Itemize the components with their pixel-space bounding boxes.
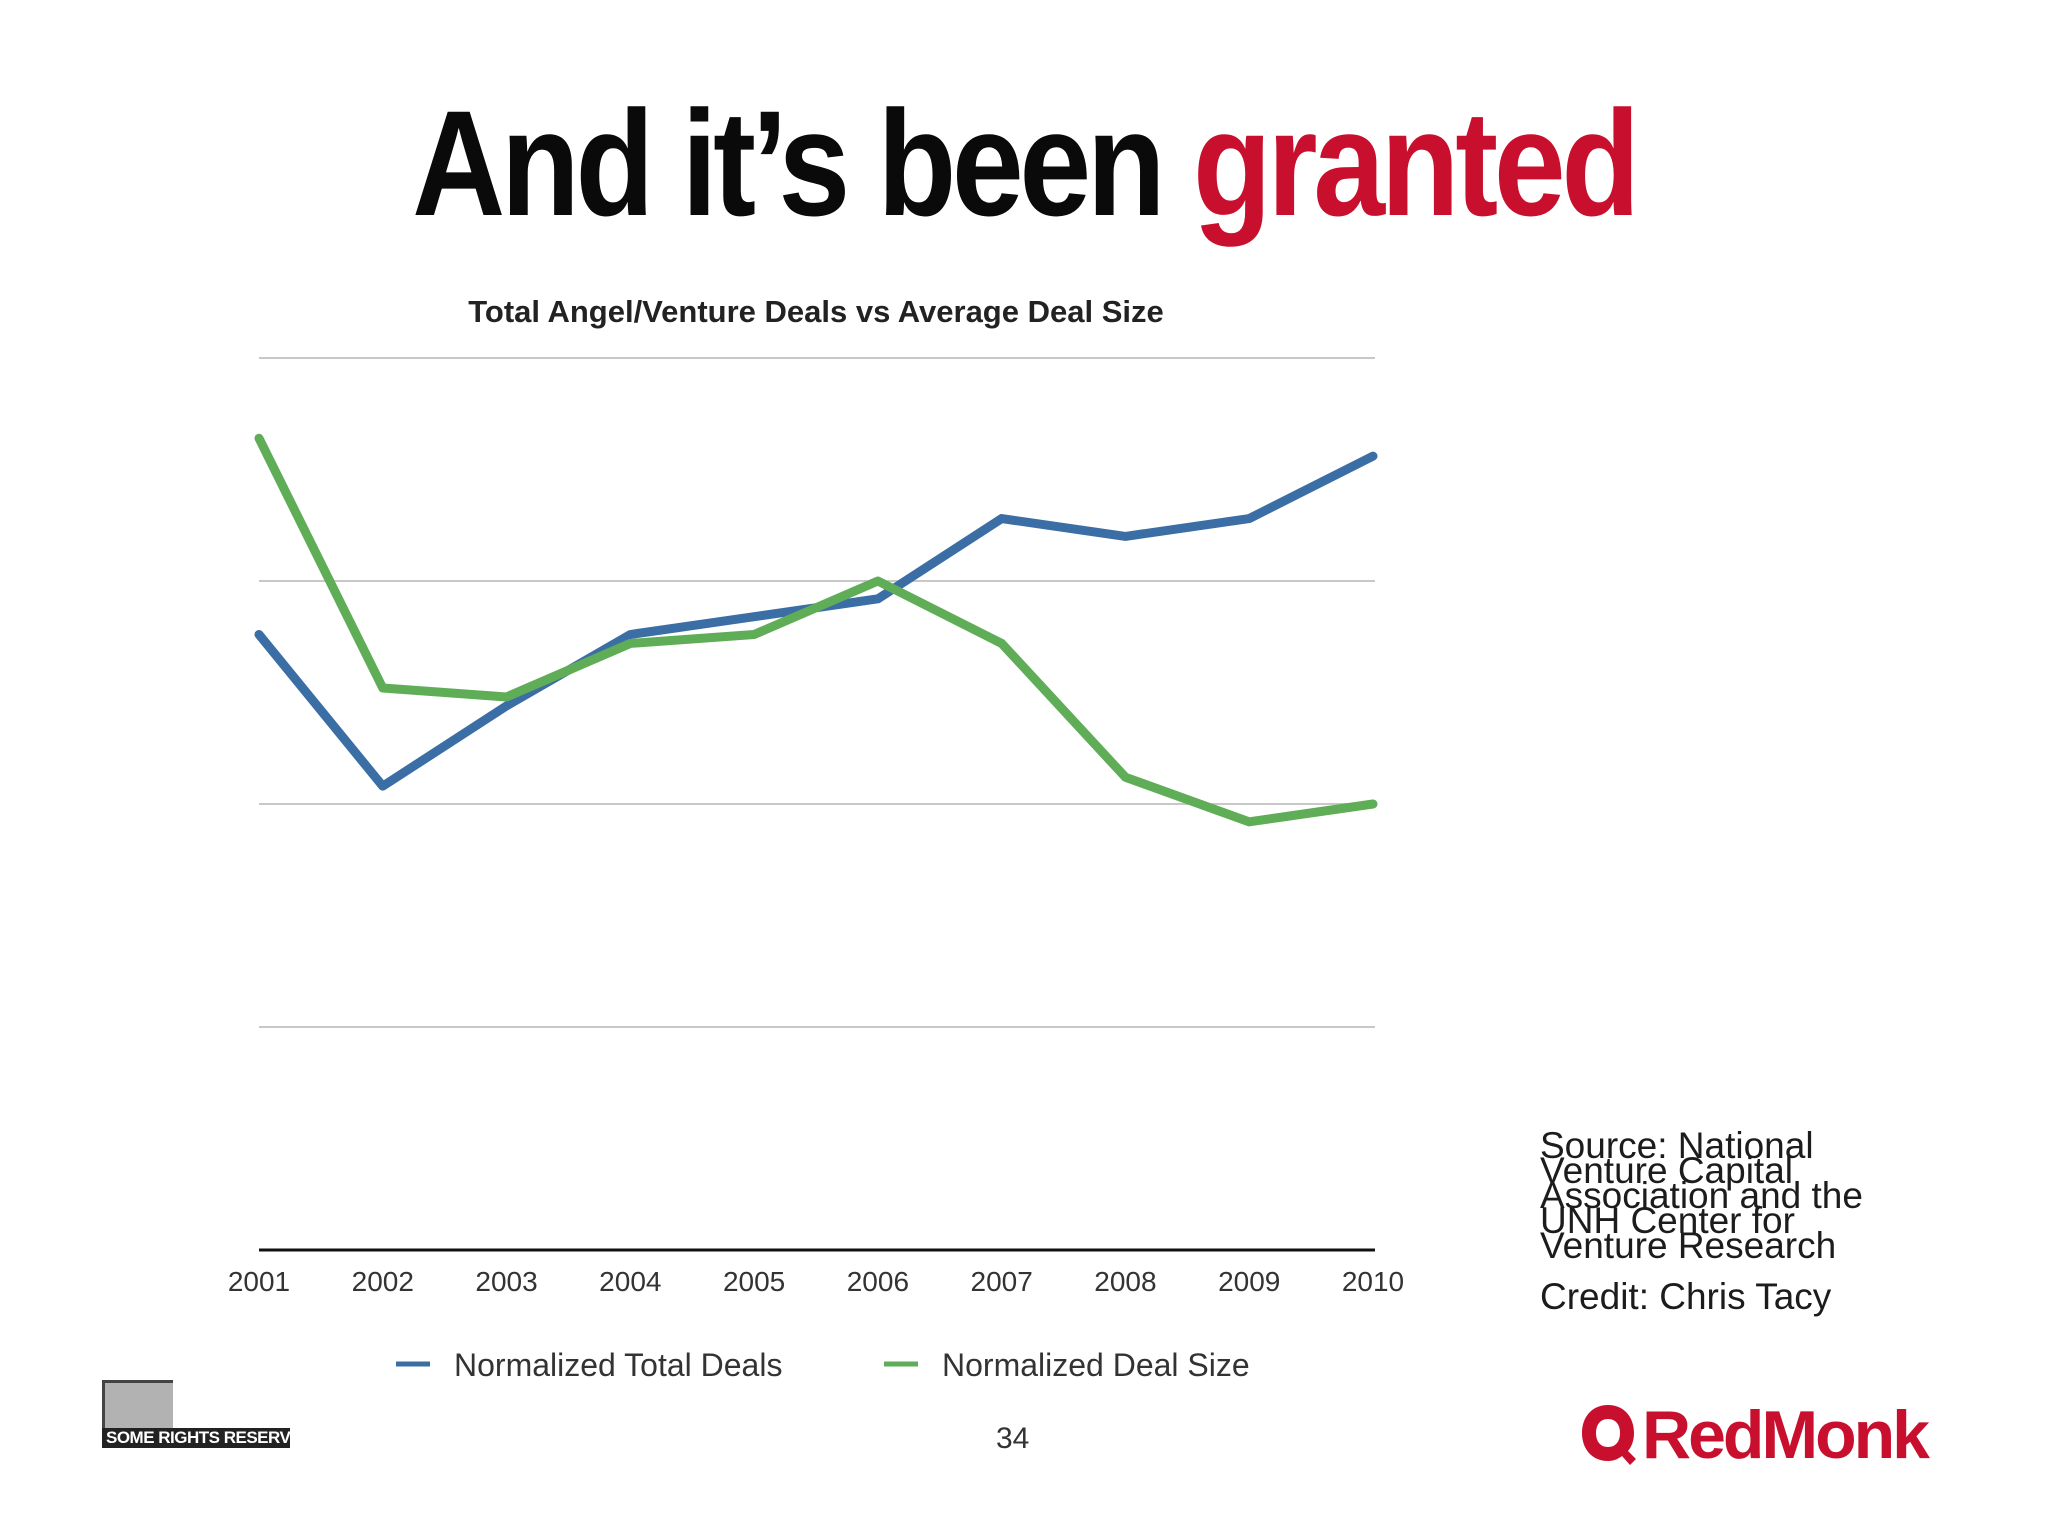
title-main: And it’s been xyxy=(412,79,1193,247)
x-tick-label: 2004 xyxy=(599,1266,661,1297)
series-line-1 xyxy=(254,451,1378,791)
source-note: Source: National Venture Capital Associa… xyxy=(1540,1125,1863,1266)
legend: Normalized Total Deals Normalized Deal Si… xyxy=(396,1347,1250,1383)
page-number: 34 xyxy=(996,1422,1030,1455)
series-line-2 xyxy=(254,433,1378,827)
x-tick-label: 2001 xyxy=(228,1266,290,1297)
title-accent: granted xyxy=(1192,79,1640,247)
credit-note: Credit: Chris Tacy xyxy=(1540,1276,1832,1317)
x-tick-label: 2010 xyxy=(1342,1266,1404,1297)
legend-label-2: Normalized Deal Size xyxy=(942,1347,1250,1383)
cc-icon xyxy=(102,1380,173,1431)
gridlines xyxy=(259,357,1375,1028)
x-tick-label: 2003 xyxy=(475,1266,537,1297)
legend-label-1: Normalized Total Deals xyxy=(454,1347,782,1383)
chart-title: Total Angel/Venture Deals vs Average Dea… xyxy=(468,294,1163,329)
x-tick-labels: 2001 2002 2003 2004 2005 2006 2007 2008 2009 2010 xyxy=(228,1266,1404,1297)
cc-badge-text: SOME RIGHTS RESERVED xyxy=(106,1428,313,1447)
series-lines xyxy=(254,433,1378,827)
logo-text: RedMonk xyxy=(1642,1397,1930,1473)
x-tick-label: 2008 xyxy=(1094,1266,1156,1297)
cc-license-badge[interactable]: SOME RIGHTS RESERVED xyxy=(102,1380,313,1450)
redmonk-logo: RedMonk xyxy=(1580,1397,1930,1473)
x-tick-label: 2009 xyxy=(1218,1266,1280,1297)
slide-title: And it’s been granted xyxy=(143,88,1904,238)
redmonk-logo-icon xyxy=(1582,1405,1636,1465)
x-tick-label: 2005 xyxy=(723,1266,785,1297)
x-tick-label: 2006 xyxy=(847,1266,909,1297)
cc-bar xyxy=(102,1428,290,1448)
x-tick-label: 2007 xyxy=(971,1266,1033,1297)
x-tick-label: 2002 xyxy=(352,1266,414,1297)
